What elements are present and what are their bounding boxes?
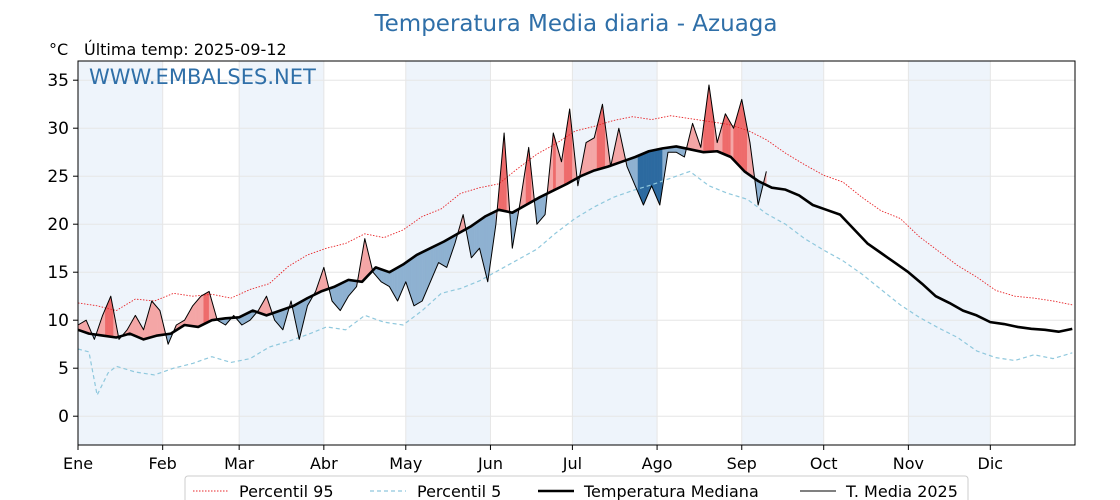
y-tick-label: 35 — [47, 71, 69, 91]
last-temp-label: Última temp: 2025-09-12 — [84, 40, 287, 59]
anomaly-fill-below — [645, 150, 650, 199]
x-tick-label: Dic — [978, 454, 1004, 473]
anomaly-fill-above — [725, 113, 729, 157]
x-tick-label: Ene — [63, 454, 93, 473]
x-tick-label: Oct — [810, 454, 838, 473]
anomaly-fill-above — [195, 298, 199, 328]
anomaly-fill-below — [656, 148, 661, 206]
anomaly-fill-below — [438, 242, 442, 265]
anomaly-fill-below — [473, 221, 477, 256]
x-tick-label: Sep — [727, 454, 757, 473]
anomaly-fill-above — [738, 99, 742, 170]
y-tick-label: 30 — [47, 119, 69, 139]
y-axis-ticks: 0 5 10 15 20 25 30 35 — [47, 71, 78, 427]
anomaly-fill-above — [154, 303, 158, 337]
anomaly-fill-below — [654, 149, 658, 199]
anomaly-fill-above — [730, 122, 734, 161]
anomaly-fill-below — [421, 250, 426, 302]
anomaly-fill-above — [151, 300, 155, 338]
anomaly-fill-above — [157, 306, 161, 336]
x-axis-ticks: Ene Feb Mar Abr May Jun Jul Ago Sep Oct Nov Dic — [63, 445, 1003, 473]
series-line-t-media-2025 — [77, 84, 767, 345]
anomaly-fill-above — [206, 291, 210, 324]
x-tick-label: Abr — [310, 454, 338, 473]
x-tick-label: Jul — [562, 454, 582, 473]
anomaly-fill-below — [386, 270, 390, 287]
x-tick-label: Jun — [477, 454, 503, 473]
anomaly-fill-below — [643, 152, 647, 206]
anomaly-fill-below — [337, 283, 341, 312]
series-line-temperatura-mediana — [77, 145, 1073, 341]
anomaly-fill-above — [203, 292, 207, 325]
y-tick-label: 0 — [58, 407, 69, 427]
series-line-percentil-5 — [77, 170, 1073, 396]
anomaly-fill-below — [476, 219, 480, 252]
series-line-percentil-95 — [77, 115, 1073, 312]
anomaly-fill-below — [419, 251, 423, 303]
x-tick-label: May — [389, 454, 422, 473]
month-band-nov — [908, 61, 991, 445]
y-tick-label: 15 — [47, 263, 69, 283]
month-band-jul — [572, 61, 658, 445]
anomaly-fill-above — [200, 294, 204, 326]
anomaly-fill-below — [424, 249, 428, 295]
anomaly-fill-above — [192, 302, 196, 327]
legend-p5-label: Percentil 5 — [417, 482, 501, 500]
anomaly-fill-below — [416, 253, 420, 305]
y-tick-label: 5 — [58, 359, 69, 379]
month-band-sep — [741, 61, 824, 445]
y-tick-label: 20 — [47, 215, 69, 235]
anomaly-fill-above — [585, 140, 589, 175]
anomaly-fill-below — [471, 223, 475, 259]
anomaly-fill-above — [197, 295, 202, 328]
month-band-mar — [239, 61, 324, 445]
anomaly-fill-below — [441, 241, 445, 267]
series-lines — [77, 84, 1073, 396]
legend-median-label: Temperatura Mediana — [583, 482, 759, 500]
legend-p95-label: Percentil 95 — [239, 482, 334, 500]
chart-title: Temperatura Media diaria - Azuaga — [374, 11, 778, 37]
anomaly-fill-below — [443, 239, 447, 268]
x-tick-label: Nov — [893, 454, 924, 473]
anomaly-fill-below — [536, 196, 540, 225]
month-band-ene — [78, 61, 163, 445]
y-tick-label: 10 — [47, 311, 69, 331]
month-bands — [78, 61, 991, 445]
anomaly-fill-below — [539, 195, 543, 222]
grid-lines — [77, 61, 1075, 445]
legend-frame — [184, 475, 969, 500]
anomaly-fill-below — [383, 269, 387, 286]
legend: Percentil 95 Percentil 5 Temperatura Med… — [184, 475, 969, 500]
legend-mean2025-label: T. Media 2025 — [845, 482, 958, 500]
watermark: WWW.EMBALSES.NET — [89, 65, 316, 89]
anomaly-fill-above — [591, 137, 595, 172]
x-tick-label: Mar — [224, 454, 255, 473]
anomaly-fill-above — [588, 139, 592, 174]
x-tick-label: Feb — [149, 454, 177, 473]
anomaly-fill-below — [413, 254, 417, 307]
x-tick-label: Ago — [642, 454, 673, 473]
anomaly-fill-below — [640, 153, 644, 206]
plot-frame — [77, 60, 1076, 446]
y-tick-label: 25 — [47, 167, 69, 187]
y-unit-label: °C — [49, 40, 68, 59]
